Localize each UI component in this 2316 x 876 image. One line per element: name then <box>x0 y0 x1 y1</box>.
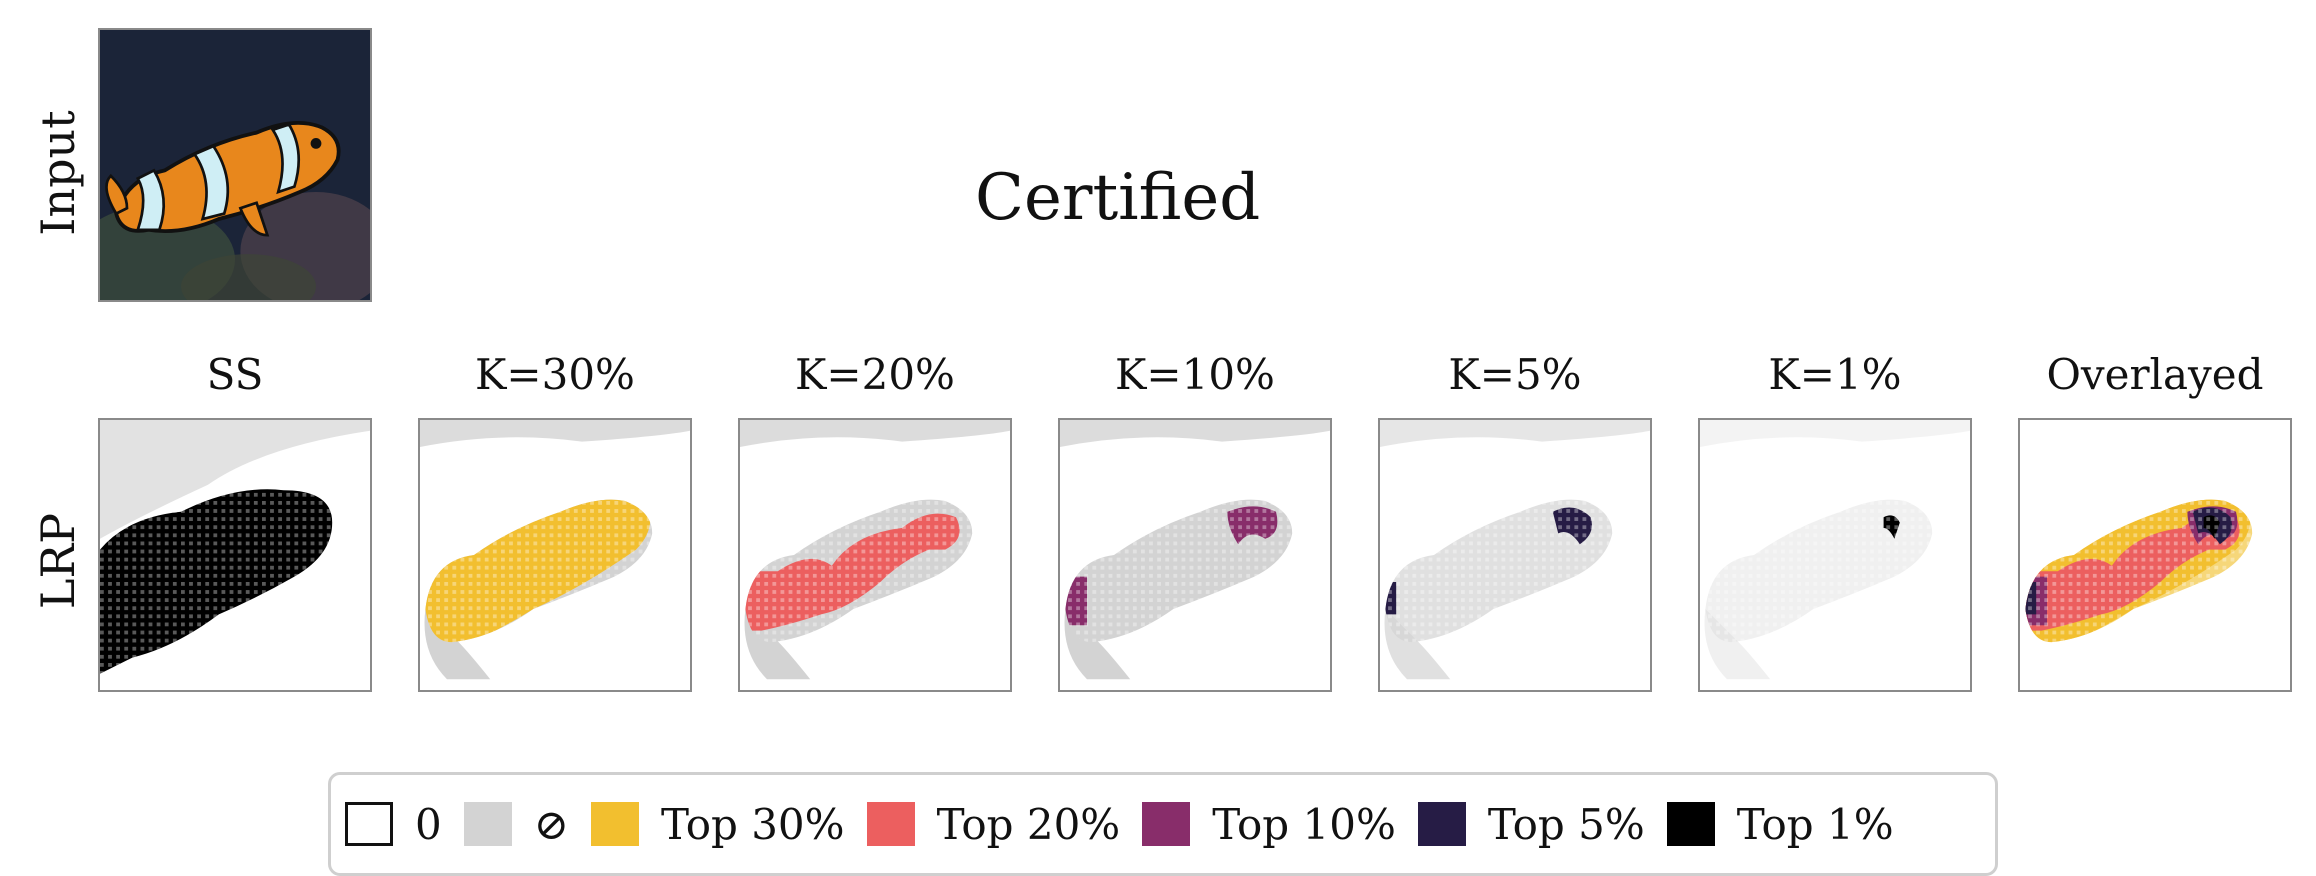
lrp-panel <box>1698 418 1972 692</box>
legend-label: Top 5% <box>1487 799 1645 849</box>
column-title: K=10% <box>1115 350 1275 399</box>
empty-square-swatch <box>345 802 393 846</box>
gray-region <box>1380 420 1650 447</box>
legend-item: Top 1% <box>1666 799 1894 849</box>
attribution-map <box>1700 420 1970 680</box>
gray-region <box>740 420 1010 447</box>
legend-label: 0 <box>415 799 442 849</box>
legend-item: Top 5% <box>1417 799 1645 849</box>
legend-item: Top 20% <box>866 799 1121 849</box>
row-label-input: Input <box>31 110 85 236</box>
legend-label: Top 20% <box>936 799 1121 849</box>
row-label-lrp: LRP <box>31 512 85 610</box>
lrp-panel <box>1378 418 1652 692</box>
clownfish-photo <box>100 30 370 300</box>
texture <box>1385 499 1613 643</box>
column-title: Overlayed <box>2046 350 2264 399</box>
lrp-panel <box>418 418 692 692</box>
color-swatch <box>1417 802 1466 846</box>
texture <box>2025 499 2253 643</box>
legend-item: Top 10% <box>1142 800 1396 849</box>
legend-label: ⊘ <box>533 799 569 849</box>
texture <box>100 489 333 674</box>
lrp-panel <box>2018 418 2292 692</box>
texture <box>1065 499 1293 643</box>
texture <box>745 499 973 643</box>
legend-label: Top 10% <box>1212 799 1396 849</box>
attribution-map <box>2025 499 2253 643</box>
lrp-panel <box>98 418 372 692</box>
attribution-map <box>740 420 1010 680</box>
column-title: K=5% <box>1448 350 1582 399</box>
legend: 0 ⊘ Top 30% Top 20% Top 10% Top 5% Top 1% <box>328 772 1998 876</box>
color-swatch <box>866 802 915 846</box>
input-image <box>98 28 372 302</box>
color-swatch <box>590 802 639 846</box>
gray-region <box>1700 420 1970 447</box>
column-title: K=1% <box>1768 350 1902 399</box>
color-swatch <box>1666 802 1715 846</box>
gray-region <box>420 420 690 447</box>
legend-label: Top 30% <box>660 799 845 849</box>
attribution-map <box>420 420 690 680</box>
legend-label: Top 1% <box>1736 799 1894 849</box>
gray-region <box>1060 420 1330 447</box>
null-symbol-swatch <box>463 802 512 846</box>
legend-item: 0 <box>345 800 442 849</box>
figure-title: Certified <box>975 161 1261 235</box>
attribution-map <box>1060 420 1330 680</box>
color-swatch <box>1142 802 1191 846</box>
legend-item: Top 30% <box>590 799 845 849</box>
legend-item: ⊘ <box>463 799 569 849</box>
attribution-map <box>100 420 370 674</box>
texture <box>425 499 653 643</box>
lrp-panel <box>1058 418 1332 692</box>
gray-region <box>100 420 370 539</box>
column-title: K=30% <box>475 350 635 399</box>
column-title: SS <box>206 350 264 399</box>
column-title: K=20% <box>795 350 955 399</box>
texture <box>1705 499 1933 643</box>
attribution-map <box>1380 420 1650 680</box>
lrp-panel <box>738 418 1012 692</box>
